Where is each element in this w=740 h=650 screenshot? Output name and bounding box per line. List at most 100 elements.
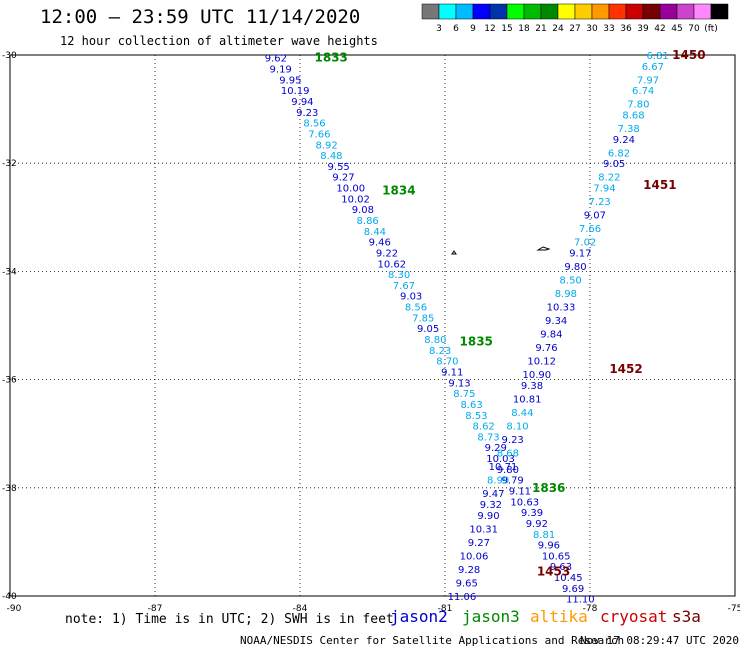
- data-point-label: 9.17: [569, 248, 591, 259]
- data-point-label: 8.56: [405, 303, 427, 314]
- plot-frame: [9, 54, 736, 597]
- track-time-label: 1450: [672, 48, 705, 62]
- legend-label: 33: [603, 24, 614, 34]
- data-point-label: 8.44: [364, 227, 386, 238]
- track-time-label: 1836: [532, 481, 565, 495]
- sat-s3a: s3a: [672, 607, 701, 626]
- data-point-label: 8.98: [555, 289, 577, 300]
- data-point-label: 7.80: [627, 100, 649, 111]
- data-point-label: 9.24: [613, 135, 635, 146]
- data-point-label: 8.99: [487, 476, 509, 487]
- x-tick-label: -84: [293, 604, 308, 614]
- data-point-label: 9.92: [526, 519, 548, 530]
- track-time-label: 1451: [643, 178, 676, 192]
- legend-label: 27: [569, 24, 580, 34]
- sat-jason2: jason2: [390, 607, 448, 626]
- data-point-label: 9.19: [270, 65, 292, 76]
- data-point-label: 10.12: [527, 357, 556, 368]
- island-shape: [451, 250, 457, 255]
- data-point-label: 7.66: [308, 129, 330, 140]
- data-point-label: 8.10: [506, 422, 528, 433]
- y-tick-label: -34: [2, 267, 17, 277]
- legend-swatch: [455, 3, 474, 20]
- data-point-label: 10.63: [510, 497, 539, 508]
- legend-label: 70: [688, 24, 700, 34]
- legend-swatch: [659, 3, 678, 20]
- data-point-label: 7.38: [618, 124, 640, 135]
- legend-label: 15: [501, 24, 512, 34]
- data-point-label: 8.56: [303, 119, 325, 130]
- x-tick-label: -87: [148, 604, 163, 614]
- data-point-label: 9.28: [458, 565, 480, 576]
- data-point-label: 9.05: [417, 324, 439, 335]
- data-point-label: 10.00: [336, 184, 365, 195]
- data-point-label: 10.65: [542, 551, 571, 562]
- data-point-label: 6.82: [608, 148, 630, 159]
- legend-swatch: [557, 3, 576, 20]
- color-scale-legend: 3 6 9 12 15 18 21 24 27 30 33 36 39 42 45 70 (ft): [421, 3, 729, 34]
- legend-swatch: [489, 3, 508, 20]
- data-point-label: 8.68: [497, 449, 519, 460]
- data-point-label: 9.27: [468, 538, 490, 549]
- data-point-label: 10.06: [460, 551, 489, 562]
- track-time-label: 1452: [609, 362, 642, 376]
- data-point-label: 8.92: [315, 140, 337, 151]
- data-point-label: 9.03: [400, 292, 422, 303]
- legend-label: 18: [518, 24, 530, 34]
- data-point-label: 8.23: [429, 346, 451, 357]
- data-point-label: 10.19: [281, 86, 310, 97]
- data-point-label: 8.86: [357, 216, 379, 227]
- data-point-label: 9.80: [497, 465, 519, 476]
- data-point-label: 9.95: [279, 75, 301, 86]
- data-point-label: 10.33: [547, 303, 576, 314]
- data-point-label: 6.74: [632, 86, 654, 97]
- data-point-label: 9.80: [564, 262, 586, 273]
- data-point-label: 8.73: [477, 432, 499, 443]
- data-point-label: 9.90: [477, 511, 499, 522]
- track-time-label: 1835: [460, 335, 493, 349]
- x-tick-label: -75: [728, 604, 740, 614]
- data-point-label: 10.71: [489, 462, 518, 473]
- footer-note: note: 1) Time is in UTC; 2) SWH is in fe…: [65, 612, 394, 627]
- data-point-label: 11.10: [566, 595, 595, 606]
- legend-swatch: [523, 3, 542, 20]
- legend-label: 9: [470, 24, 476, 34]
- data-point-label: 9.27: [332, 173, 354, 184]
- data-point-label: 9.96: [538, 541, 560, 552]
- data-point-label: 7.66: [579, 224, 601, 235]
- data-point-label: 9.11: [509, 487, 531, 498]
- legend-swatch: [472, 3, 491, 20]
- data-point-label: 9.79: [502, 476, 524, 487]
- data-point-label: 9.22: [376, 248, 398, 259]
- legend-swatch: [608, 3, 627, 20]
- data-point-label: 8.30: [388, 270, 410, 281]
- x-tick-label: -78: [583, 604, 598, 614]
- legend-swatch: [676, 3, 695, 20]
- data-point-label: 9.76: [535, 343, 557, 354]
- data-point-label: 7.97: [637, 75, 659, 86]
- data-point-label: 9.34: [545, 316, 567, 327]
- legend-label: 6: [453, 24, 459, 34]
- legend-label: 12: [484, 24, 495, 34]
- chart-grid: [9, 54, 736, 597]
- data-point-label: 8.22: [598, 173, 620, 184]
- data-point-label: 9.46: [369, 238, 391, 249]
- data-point-label: 9.65: [456, 578, 478, 589]
- data-point-label: 9.07: [584, 211, 606, 222]
- footer-timestamp: Nov 17 08:29:47 UTC 2020: [580, 634, 739, 647]
- track-time-label: 1834: [382, 183, 415, 197]
- data-point-label: 9.94: [291, 97, 313, 108]
- data-point-label: 9.32: [480, 500, 502, 511]
- data-point-label: 8.53: [465, 411, 487, 422]
- data-point-label: 9.62: [265, 54, 287, 65]
- legend-swatch: [693, 3, 712, 20]
- data-point-label: 9.23: [296, 108, 318, 119]
- data-point-label: 8.75: [453, 389, 475, 400]
- data-point-label: 6.67: [642, 62, 664, 73]
- legend-label: 39: [637, 24, 649, 34]
- data-point-label: 6.81: [647, 51, 669, 62]
- legend-swatch: [710, 3, 729, 20]
- chart-subtitle: 12 hour collection of altimeter wave hei…: [60, 34, 378, 48]
- track-time-label: 1833: [315, 51, 348, 65]
- data-point-label: 8.81: [533, 530, 555, 541]
